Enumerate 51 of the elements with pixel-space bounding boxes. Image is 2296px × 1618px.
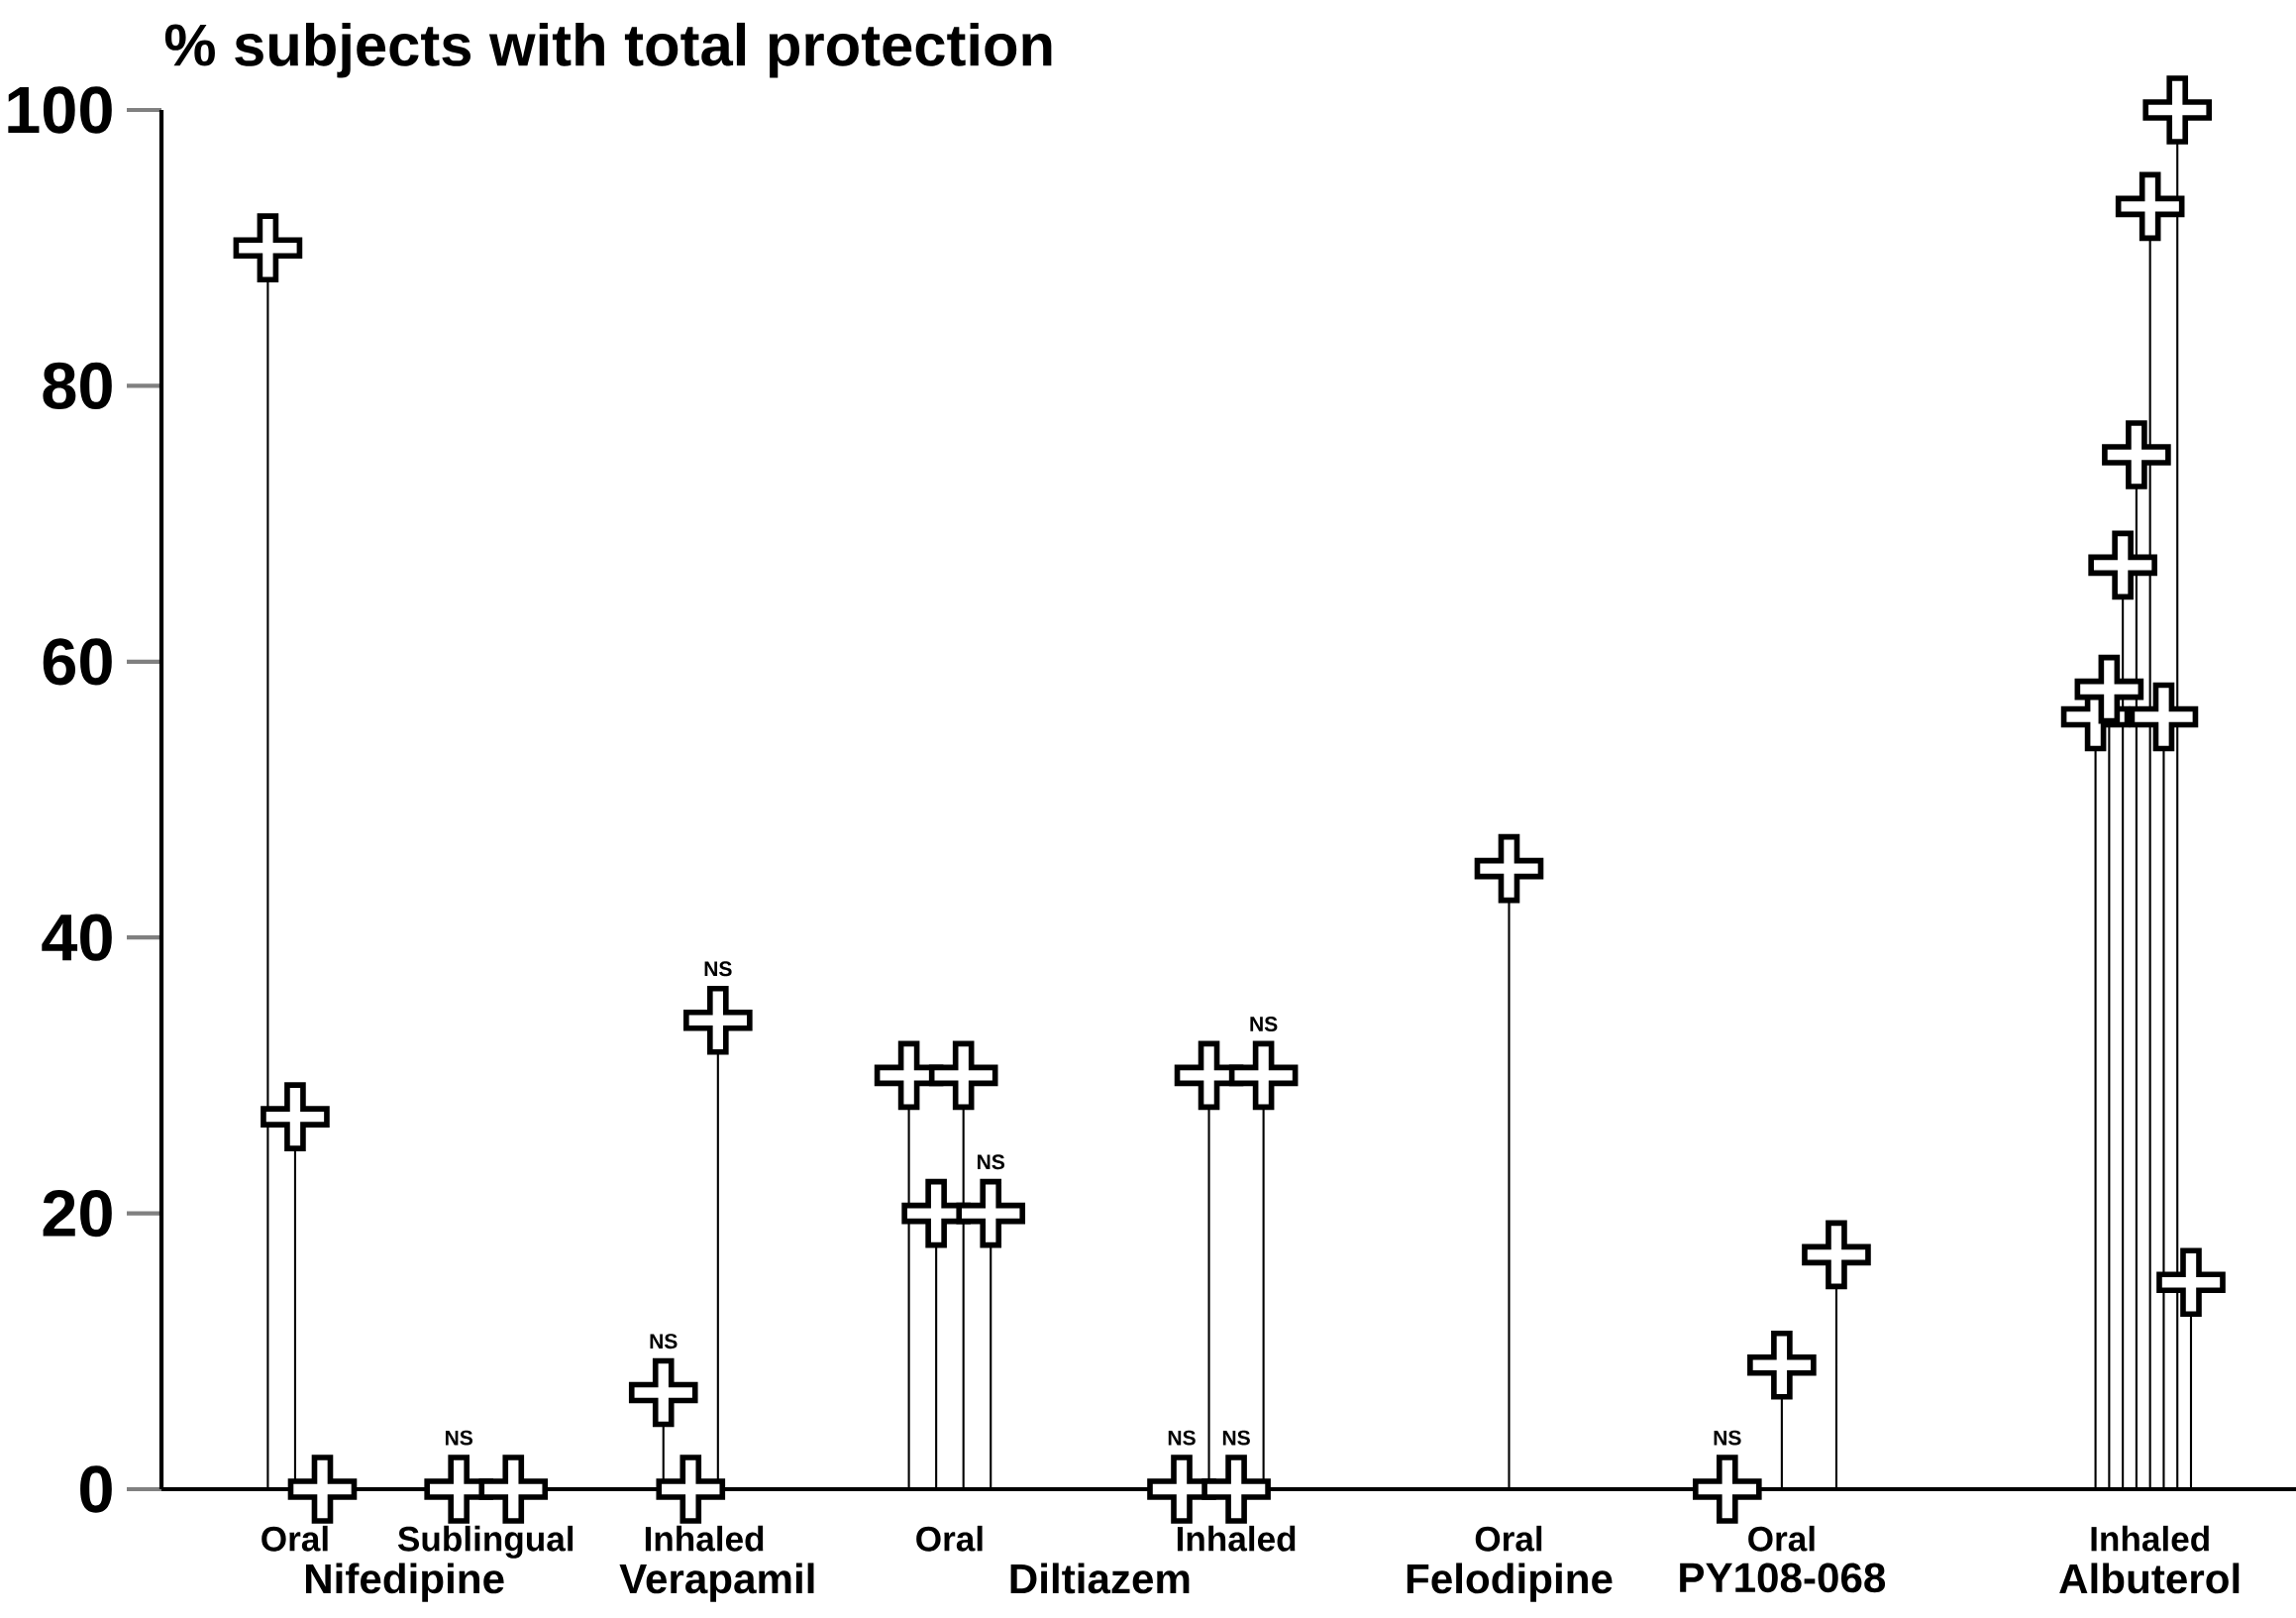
point [1692, 1455, 1762, 1524]
point [1474, 833, 1544, 904]
y-axis-title: % subjects with total protection [164, 22, 1052, 78]
text: Verapamil [619, 1563, 814, 1602]
y-tick-label: 80 [43, 362, 112, 410]
data-label: NS [1714, 1430, 1741, 1446]
point [2129, 682, 2199, 752]
x-tick-label: Oral [1748, 1525, 1815, 1552]
point [2088, 530, 2157, 600]
data-label: NS [1222, 1430, 1250, 1446]
point [956, 1178, 1026, 1248]
x-tick-label: Inhaled [2091, 1525, 2209, 1552]
point [2074, 654, 2144, 724]
x-tick-label: Sublingual [397, 1525, 574, 1559]
text: Nifedipine [305, 1563, 504, 1602]
x-tick-label: Oral [261, 1525, 328, 1552]
x-tick-label: Oral [1475, 1525, 1542, 1552]
x-tick-label: Oral [916, 1525, 983, 1552]
point [656, 1455, 726, 1524]
data-label: NS [1168, 1430, 1196, 1446]
point [233, 213, 303, 282]
point [1201, 1455, 1271, 1524]
point [1747, 1330, 1817, 1400]
data-label: NS [445, 1430, 472, 1446]
point [928, 1040, 998, 1111]
point [2115, 171, 2185, 242]
y-tick-label: 20 [43, 1189, 112, 1238]
point [1228, 1040, 1299, 1111]
point [287, 1455, 358, 1524]
point [628, 1357, 698, 1428]
text: Felodipine [1407, 1563, 1613, 1602]
x-tick-label: Inhaled [1177, 1525, 1296, 1552]
text: Diltiazem [1010, 1563, 1190, 1594]
y-tick-label: 100 [8, 86, 112, 134]
point [1802, 1220, 1871, 1290]
data-label: NS [704, 961, 732, 977]
point [261, 1082, 330, 1151]
point [683, 985, 753, 1055]
y-tick-label: 0 [80, 1465, 112, 1513]
point [2142, 75, 2213, 145]
data-label: NS [650, 1334, 678, 1349]
text: PY108-068 [1680, 1563, 1886, 1593]
data-label: NS [1250, 1017, 1278, 1031]
x-tick-label: Inhaled [645, 1525, 764, 1552]
text: Albuterol [2059, 1563, 2240, 1594]
point [2156, 1247, 2226, 1318]
point [478, 1455, 549, 1524]
y-tick-label: 40 [42, 914, 112, 961]
y-tick-label: 60 [43, 638, 112, 686]
point [2102, 420, 2171, 489]
data-label: NS [978, 1154, 1005, 1170]
